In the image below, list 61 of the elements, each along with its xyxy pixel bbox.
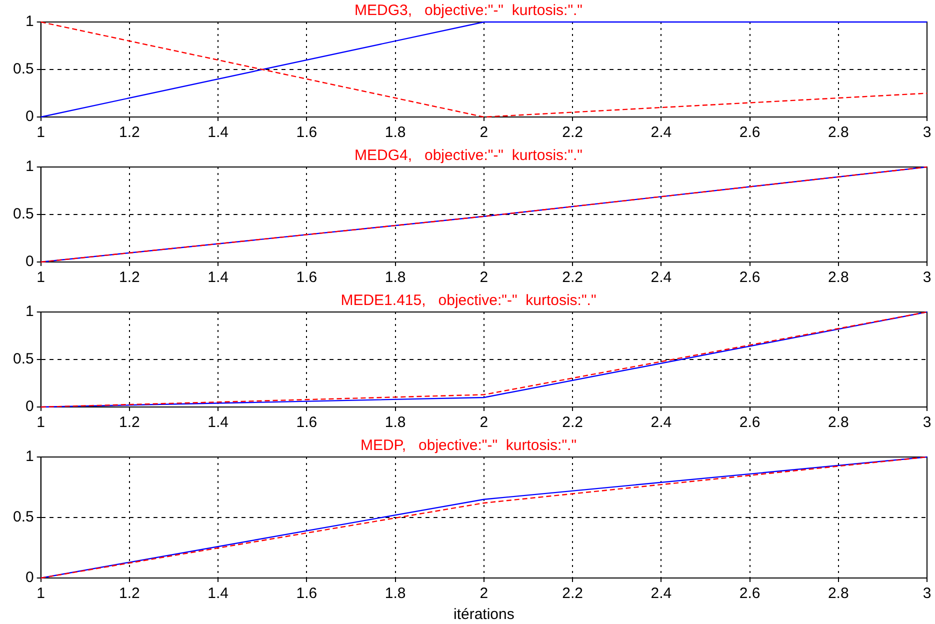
x-tick-label: 2 [480,414,488,432]
x-axis-title: itérations [453,606,514,624]
x-tick-label: 1.2 [119,414,140,432]
x-tick-label: 2.2 [562,269,583,286]
chart-title: MEDG4, objective:"-" kurtosis:"." [354,147,583,164]
x-tick-label: 1.2 [119,585,140,602]
y-tick-label: 0 [26,398,34,416]
x-tick-label: 1 [36,585,46,602]
x-tick-label: 2.8 [828,414,849,432]
x-tick-label: 2.2 [562,124,583,142]
y-tick-label: 1 [26,303,34,320]
y-tick-label: 1 [26,158,34,176]
y-tick-label: 1 [26,13,34,30]
x-tick-label: 2.8 [828,585,849,602]
y-tick-label: 0 [26,253,34,270]
x-tick-label: 1.8 [384,585,406,602]
chart-title: MEDP, objective:"-" kurtosis:"." [360,437,577,454]
chart-title: MEDE1.415, objective:"-" kurtosis:"." [340,292,596,310]
x-tick-label: 3 [922,269,932,286]
x-tick-label: 2.6 [739,269,760,286]
x-tick-label: 1.4 [208,269,229,286]
y-tick-label: 1 [26,448,34,466]
x-tick-label: 1.2 [119,269,140,286]
x-tick-label: 2.4 [650,124,672,142]
x-tick-label: 2.2 [562,585,583,602]
x-tick-label: 2.4 [650,269,672,286]
y-tick-label: 0 [26,569,34,586]
x-tick-label: 2.8 [828,124,849,142]
x-tick-label: 1 [36,414,46,432]
x-tick-label: 2.6 [739,585,760,602]
y-tick-label: 0.5 [12,350,34,368]
x-tick-label: 2.6 [739,414,760,432]
x-tick-label: 1.6 [296,585,318,602]
x-tick-label: 3 [922,414,932,432]
x-tick-label: 1.4 [208,585,229,602]
x-tick-label: 1.8 [384,269,406,286]
x-tick-label: 2.4 [650,585,672,602]
x-tick-label: 1.6 [296,124,318,142]
x-tick-label: 2 [480,124,488,142]
x-tick-label: 1.8 [384,124,406,142]
x-tick-label: 1.4 [208,124,229,142]
x-tick-label: 1.8 [384,414,406,432]
x-tick-label: 2 [480,269,488,286]
chart-title: MEDG3, objective:"-" kurtosis:"." [354,2,583,20]
x-tick-label: 2.2 [562,414,583,432]
x-tick-label: 1 [36,269,46,286]
x-tick-label: 1 [36,124,46,142]
x-tick-label: 2.6 [739,124,760,142]
x-tick-label: 1.4 [208,414,229,432]
x-tick-label: 2.4 [650,414,672,432]
x-tick-label: 1.2 [119,124,140,142]
x-tick-label: 2.8 [828,269,849,286]
y-tick-label: 0.5 [12,508,34,526]
y-tick-label: 0.5 [12,206,34,223]
y-tick-label: 0.5 [12,60,34,78]
x-tick-label: 3 [922,585,932,602]
y-tick-label: 0 [26,108,34,126]
x-tick-label: 1.6 [296,269,318,286]
x-tick-label: 2 [480,585,488,602]
x-tick-label: 1.6 [296,414,318,432]
x-tick-label: 3 [922,124,932,142]
